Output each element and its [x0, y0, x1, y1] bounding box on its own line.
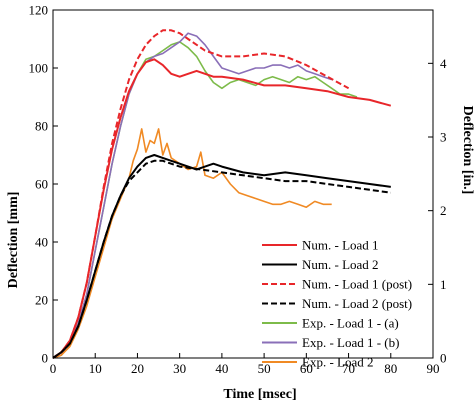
y2-tick-label: 2: [440, 203, 447, 218]
x-tick-label: 60: [300, 361, 313, 376]
legend-label: Exp. - Load 1 - (a): [302, 316, 399, 331]
series-line-exp-load-1-b: [52, 32, 332, 359]
legend-label: Exp. - Load 2: [302, 355, 373, 370]
x-tick-label: 40: [215, 361, 228, 376]
y-tick-label: 40: [35, 235, 48, 250]
x-tick-label: 20: [131, 361, 144, 376]
y-axis-title: Deflection [mm]: [6, 192, 21, 289]
series-line-num-load-2-post: [52, 159, 391, 359]
y-tick-label: 120: [29, 3, 49, 18]
x-tick-label: 90: [427, 361, 440, 376]
y-tick-label: 80: [35, 119, 48, 134]
legend-label: Num. - Load 1 (post): [302, 277, 412, 292]
series-line-exp-load-2: [52, 128, 332, 359]
y2-tick-label: 4: [440, 56, 447, 71]
series-line-num-load-1-post: [52, 29, 350, 359]
legend: Num. - Load 1 Num. - Load 2 Num. - Load 1 …: [262, 238, 412, 370]
legend-label: Num. - Load 2: [302, 257, 379, 272]
series-line-num-load-2: [52, 154, 391, 359]
y-tick-label: 100: [29, 61, 49, 76]
x-tick-label: 70: [342, 361, 355, 376]
series-line-num-load-1: [52, 58, 392, 359]
x-tick-label: 0: [50, 361, 57, 376]
y2-tick-label: 0: [440, 351, 447, 366]
y2-tick-label: 3: [440, 130, 447, 145]
legend-label: Exp. - Load 1 - (b): [302, 335, 399, 350]
y-tick-label: 20: [35, 293, 48, 308]
series-group: [52, 29, 392, 359]
x-axis-title: Time [msec]: [223, 387, 296, 402]
x-tick-label: 10: [89, 361, 102, 376]
legend-label: Num. - Load 1: [302, 238, 379, 253]
y2-axis-title: Deflection [in.]: [460, 106, 474, 195]
x-tick-label: 30: [173, 361, 186, 376]
y2-tick-label: 1: [440, 277, 447, 292]
legend-label: Num. - Load 2 (post): [302, 296, 412, 311]
y-tick-label: 0: [42, 351, 49, 366]
y-tick-label: 60: [35, 177, 48, 192]
x-tick-label: 50: [258, 361, 271, 376]
x-tick-label: 80: [384, 361, 397, 376]
